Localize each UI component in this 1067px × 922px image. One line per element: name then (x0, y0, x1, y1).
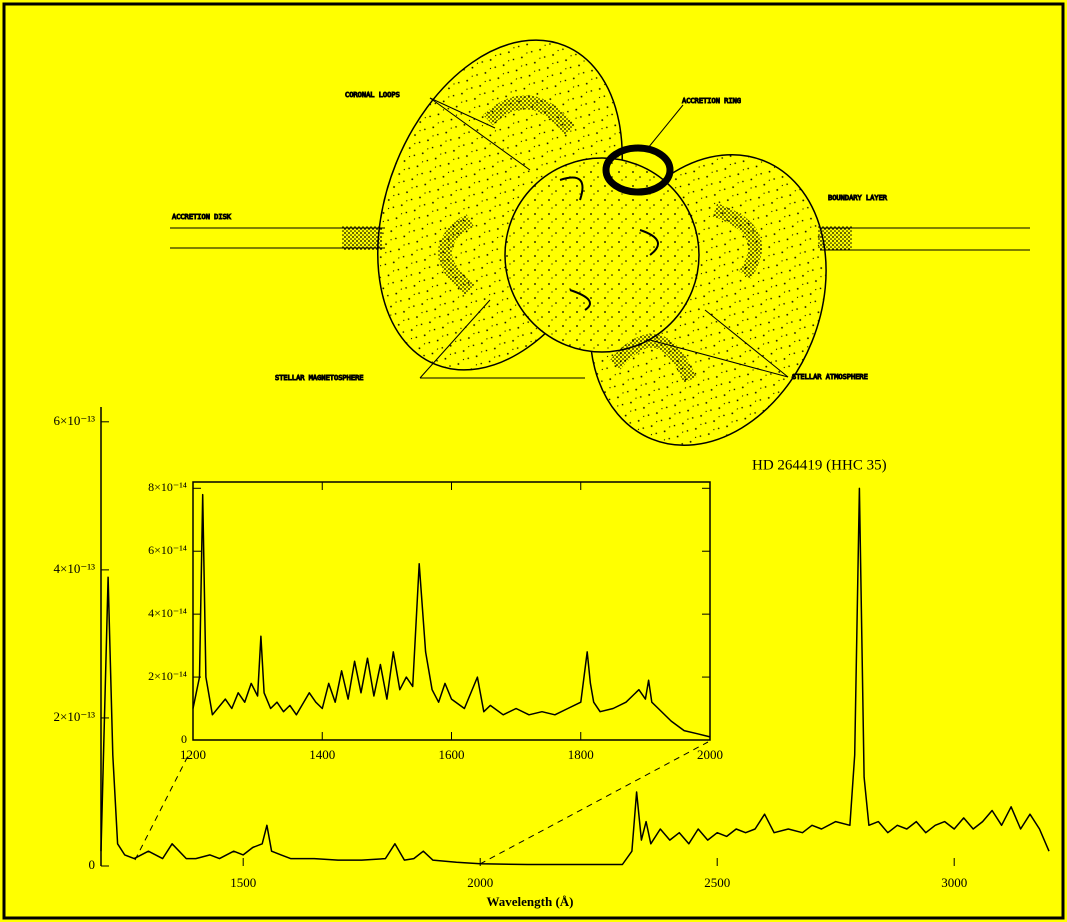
x-tick-label: 2500 (704, 875, 730, 890)
y-tick-label: 4×10⁻¹³ (54, 561, 96, 576)
zoom-line (134, 751, 191, 861)
y-tick-label: 6×10⁻¹⁴ (148, 543, 187, 557)
spectrum-line (100, 487, 1050, 866)
y-tick-label: 2×10⁻¹⁴ (148, 669, 187, 683)
x-tick-label: 1600 (439, 747, 465, 762)
x-tick-label: 2000 (467, 875, 493, 890)
y-tick-label: 0 (181, 732, 187, 746)
y-tick-label: 8×10⁻¹⁴ (148, 480, 187, 494)
y-tick-label: 6×10⁻¹³ (54, 413, 96, 428)
annotation: HD 264419 (HHC 35) (752, 457, 887, 473)
x-tick-label: 2000 (697, 747, 723, 762)
diagram-label: STELLAR MAGNETOSPHERE (275, 374, 364, 382)
diagram: CORONAL LOOPS ACCRETION RING ACCRETION D… (170, 39, 1030, 447)
y-tick-label: 2×10⁻¹³ (54, 709, 96, 724)
x-tick-label: 1800 (568, 747, 594, 762)
spectrum-line (192, 493, 711, 738)
y-tick-label: 4×10⁻¹⁴ (148, 606, 187, 620)
diagram-label: STELLAR ATMOSPHERE (792, 373, 868, 381)
x-axis-label: Wavelength (Å) (486, 894, 573, 909)
x-tick-label: 3000 (941, 875, 967, 890)
x-tick-label: 1500 (230, 875, 256, 890)
x-tick-label: 1200 (180, 747, 206, 762)
diagram-label: ACCRETION DISK (172, 213, 232, 221)
x-tick-label: 1400 (309, 747, 335, 762)
diagram-label: ACCRETION RING (682, 97, 741, 105)
inset-bg (193, 482, 710, 740)
diagram-label: BOUNDARY LAYER (828, 194, 888, 202)
y-tick-label: 0 (89, 857, 96, 872)
diagram-label: CORONAL LOOPS (345, 91, 400, 99)
